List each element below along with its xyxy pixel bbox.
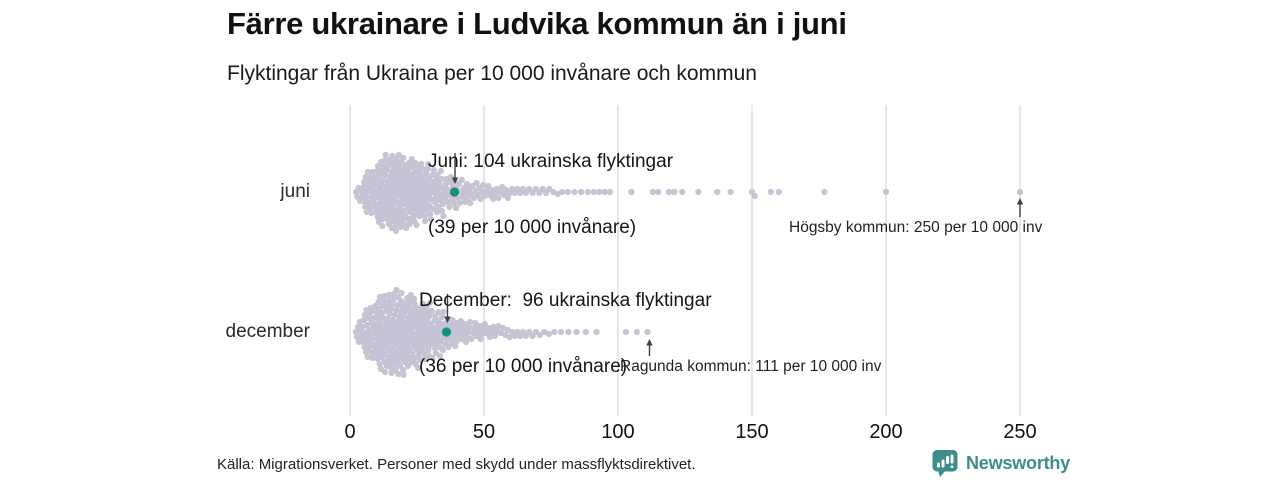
x-tick-label: 150 xyxy=(735,421,769,443)
chart-title: Färre ukrainare i Ludvika kommun än i ju… xyxy=(227,6,847,41)
row-label-juni: juni xyxy=(280,181,310,202)
x-tick-label: 200 xyxy=(869,421,903,443)
x-tick-label: 0 xyxy=(344,421,356,443)
newsworthy-icon xyxy=(932,450,958,477)
chart-subtitle: Flyktingar från Ukraina per 10 000 invån… xyxy=(227,62,757,85)
annotation-december-line1: December: 96 ukrainska flyktingar xyxy=(419,290,712,311)
annotation-juni-line2: (39 per 10 000 invånare) xyxy=(428,217,637,238)
newsworthy-logo-text: Newsworthy xyxy=(966,453,1071,473)
x-tick-label: 50 xyxy=(472,421,496,443)
annotation-december-highlight: December: 96 ukrainska flyktingar (36 pe… xyxy=(419,246,712,400)
source-note: Källa: Migrationsverket. Personer med sk… xyxy=(217,456,696,473)
annotation-hogsby: Högsby kommun: 250 per 10 000 inv xyxy=(789,219,1043,236)
x-tick-label: 100 xyxy=(601,421,635,443)
annotation-december-line2: (36 per 10 000 invånare) xyxy=(419,356,628,377)
annotation-juni-highlight: Juni: 104 ukrainska flyktingar (39 per 1… xyxy=(428,107,673,261)
annotation-ragunda: Ragunda kommun: 111 per 10 000 inv xyxy=(620,358,882,375)
newsworthy-logo[interactable]: Newsworthy xyxy=(932,449,1070,478)
annotation-juni-line1: Juni: 104 ukrainska flyktingar xyxy=(428,151,674,172)
x-tick-label: 250 xyxy=(1003,421,1037,443)
row-label-december: december xyxy=(225,321,311,342)
